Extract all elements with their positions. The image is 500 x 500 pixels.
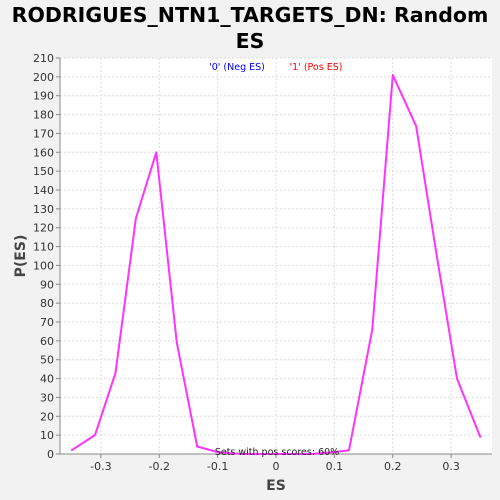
y-tick-label: 110: [33, 241, 54, 254]
y-tick-label: 10: [40, 429, 54, 442]
series-point: [155, 151, 158, 154]
series-point: [216, 451, 219, 453]
series-group: [70, 74, 482, 455]
y-tick-label: 80: [40, 297, 54, 310]
x-axis-ticks: -0.3 -0.2 -0.1 0 0.1 0.2 0.3: [90, 454, 460, 473]
x-axis-label: ES: [266, 478, 286, 494]
chart-title-line1: RODRIGUES_NTN1_TARGETS_DN: Random ES: [11, 3, 489, 53]
y-tick-label: 150: [33, 165, 54, 178]
series-point: [70, 449, 73, 452]
series-point: [479, 436, 482, 438]
y-tick-label: 130: [33, 203, 54, 216]
y-tick-label: 40: [40, 373, 54, 386]
series-point: [114, 372, 117, 374]
series-point: [333, 451, 336, 453]
legend-pos: '1' (Pos ES): [290, 62, 343, 73]
y-tick-label: 180: [33, 109, 54, 122]
y-tick-label: 70: [40, 316, 54, 329]
y-tick-label: 210: [33, 52, 54, 65]
series-point: [240, 453, 242, 455]
y-tick-label: 90: [40, 278, 54, 291]
y-tick-label: 60: [40, 335, 54, 348]
series-point: [175, 341, 178, 344]
series-point: [391, 74, 394, 76]
y-axis-ticks: 0 10 20 30 40 50 60 70 80 90 100 110 120 130 140 150 160…: [33, 52, 60, 461]
x-tick-label: 0.1: [326, 460, 344, 473]
y-tick-label: 200: [33, 71, 54, 84]
y-axis-label: P(ES): [13, 235, 29, 278]
series-point: [135, 217, 137, 220]
y-tick-label: 30: [40, 391, 54, 404]
y-tick-label: 100: [33, 259, 54, 272]
x-tick-label: 0.2: [384, 460, 402, 473]
y-tick-label: 0: [47, 448, 54, 461]
y-tick-label: 20: [40, 410, 54, 423]
series-point: [196, 445, 198, 448]
series-point: [435, 253, 438, 255]
y-tick-label: 120: [33, 222, 54, 235]
series-point: [415, 125, 417, 127]
x-tick-label: -0.2: [149, 460, 170, 473]
y-tick-label: 190: [33, 90, 54, 103]
series-point: [94, 434, 96, 436]
y-tick-label: 140: [33, 184, 54, 197]
annotation-pos-scores: Sets with pos scores: 60%: [215, 447, 339, 458]
series-point: [310, 453, 312, 455]
x-tick-label: -0.1: [207, 460, 228, 473]
x-tick-label: 0.3: [442, 460, 460, 473]
x-tick-label: 0: [273, 460, 280, 473]
legend-neg: '0' (Neg ES): [209, 62, 265, 73]
series-point: [371, 328, 374, 331]
series-point: [348, 449, 350, 452]
y-tick-label: 170: [33, 127, 54, 140]
x-tick-label: -0.3: [90, 460, 111, 473]
y-tick-label: 50: [40, 354, 54, 367]
series-point: [456, 377, 458, 380]
series-point: [275, 453, 277, 455]
y-tick-label: 160: [33, 146, 54, 159]
